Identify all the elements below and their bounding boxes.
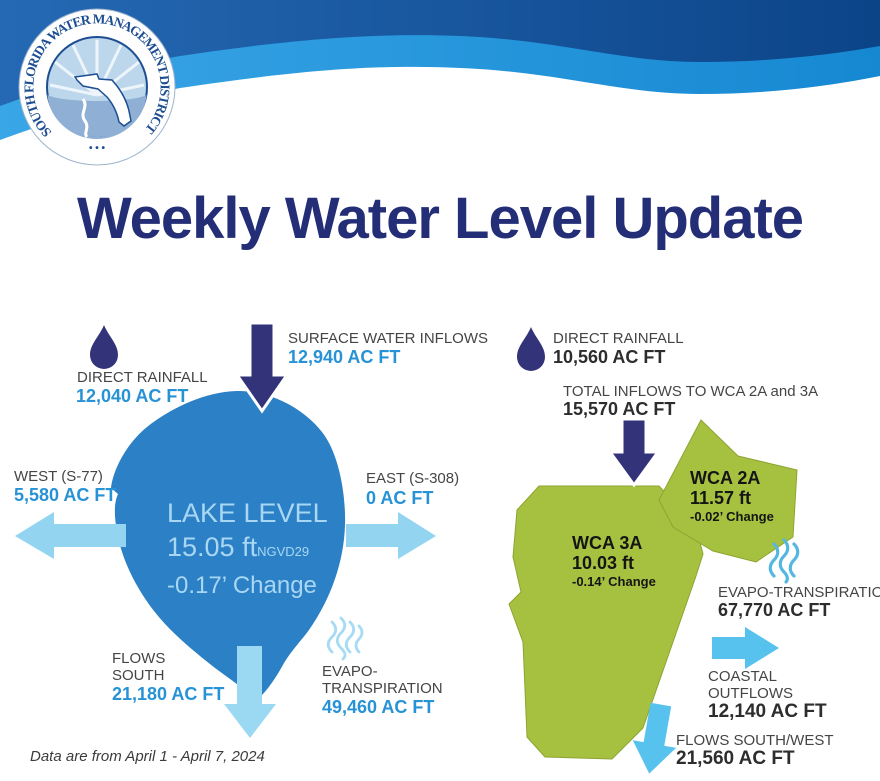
flows-south-block: FLOWS SOUTH 21,180 AC FT (112, 650, 224, 704)
wca-3a-level: 10.03 ft (572, 553, 635, 573)
total-inflows-arrow-icon (607, 417, 661, 488)
lake-level-label: LAKE LEVEL (167, 498, 328, 528)
wca-2a-block: WCA 2A 11.57 ft -0.02’ Change (690, 468, 774, 525)
wca-2a-name: WCA 2A (690, 468, 761, 488)
surface-water-inflows-arrow-icon (234, 321, 290, 414)
lake-evapo-value: 49,460 AC FT (322, 697, 435, 717)
coastal-outflows-label-line1: COASTAL (708, 668, 777, 685)
east-outflow-arrow-icon (346, 512, 436, 559)
surface-water-inflows-value: 12,940 AC FT (288, 347, 401, 367)
wca-3a-change: -0.14’ Change (572, 574, 656, 589)
rain-drop-icon-wca (517, 327, 545, 371)
west-outflow-label: WEST (S-77) (14, 468, 103, 485)
lake-level-value: 15.05 ft (167, 532, 258, 562)
wca-direct-rainfall-value: 10,560 AC FT (553, 347, 666, 367)
wca-direct-rainfall-label: DIRECT RAINFALL (553, 330, 684, 347)
lake-direct-rainfall-value: 12,040 AC FT (76, 386, 189, 406)
west-outflow-value: 5,580 AC FT (14, 485, 117, 505)
east-outflow-value: 0 AC FT (366, 488, 434, 508)
logo-florida-shape (73, 73, 132, 127)
west-outflow-arrow-icon (15, 512, 126, 559)
lake-level-block: LAKE LEVEL 15.05 ftNGVD29 -0.17’ Change (167, 496, 328, 603)
logo-river (81, 98, 89, 139)
total-inflows-value: 15,570 AC FT (563, 399, 676, 419)
coastal-outflows-block: COASTAL OUTFLOWS 12,140 AC FT (708, 668, 827, 722)
footer-date-note: Data are from April 1 - April 7, 2024 (30, 748, 265, 765)
wca-3a-shape (508, 485, 704, 760)
wca-2a-level: 11.57 ft (690, 488, 752, 508)
wca-3a-name: WCA 3A (572, 533, 643, 553)
flows-south-arrow-icon (224, 646, 276, 738)
evapotranspiration-waves-icon-lake (326, 616, 364, 661)
flows-southwest-value: 21,560 AC FT (676, 748, 795, 769)
sfwmd-logo: SOUTH FLORIDA WATER MANAGEMENT DISTRICT … (18, 8, 176, 166)
lake-level-datum: NGVD29 (257, 544, 310, 559)
wca-3a-block: WCA 3A 10.03 ft -0.14’ Change (572, 533, 656, 590)
flows-south-label-line1: FLOWS (112, 650, 166, 667)
lake-evapotranspiration-block: EVAPO- TRANSPIRATION 49,460 AC FT (322, 663, 443, 717)
coastal-outflows-label-line2: OUTFLOWS (708, 685, 793, 702)
total-inflows-label: TOTAL INFLOWS TO WCA 2A and 3A (563, 383, 819, 400)
flows-south-label-line2: SOUTH (112, 667, 165, 684)
lake-evapo-label-line1: EVAPO- (322, 663, 378, 680)
flows-southwest-arrow-icon (632, 702, 677, 774)
flows-southwest-label: FLOWS SOUTH/WEST (676, 732, 834, 749)
page-title: Weekly Water Level Update (76, 186, 804, 251)
evapotranspiration-waves-icon-wca (768, 538, 800, 584)
lake-direct-rainfall-label: DIRECT RAINFALL (77, 369, 208, 386)
wca-evapo-label: EVAPO-TRANSPIRATION (718, 584, 880, 601)
lake-level-change: -0.17’ Change (167, 572, 317, 599)
logo-ring-dots: • • • (89, 143, 106, 154)
rain-drop-icon-lake (90, 325, 118, 369)
coastal-outflows-value: 12,140 AC FT (708, 701, 827, 722)
surface-water-inflows-label: SURFACE WATER INFLOWS (288, 330, 489, 347)
lake-evapo-label-line2: TRANSPIRATION (322, 680, 443, 697)
flows-south-value: 21,180 AC FT (112, 684, 225, 704)
wca-evapo-value: 67,770 AC FT (718, 600, 831, 620)
wca-2a-change: -0.02’ Change (690, 509, 774, 524)
flows-southwest-block: FLOWS SOUTH/WEST 21,560 AC FT (676, 732, 834, 769)
east-outflow-label: EAST (S-308) (366, 470, 460, 487)
coastal-outflows-arrow-icon (712, 627, 779, 669)
